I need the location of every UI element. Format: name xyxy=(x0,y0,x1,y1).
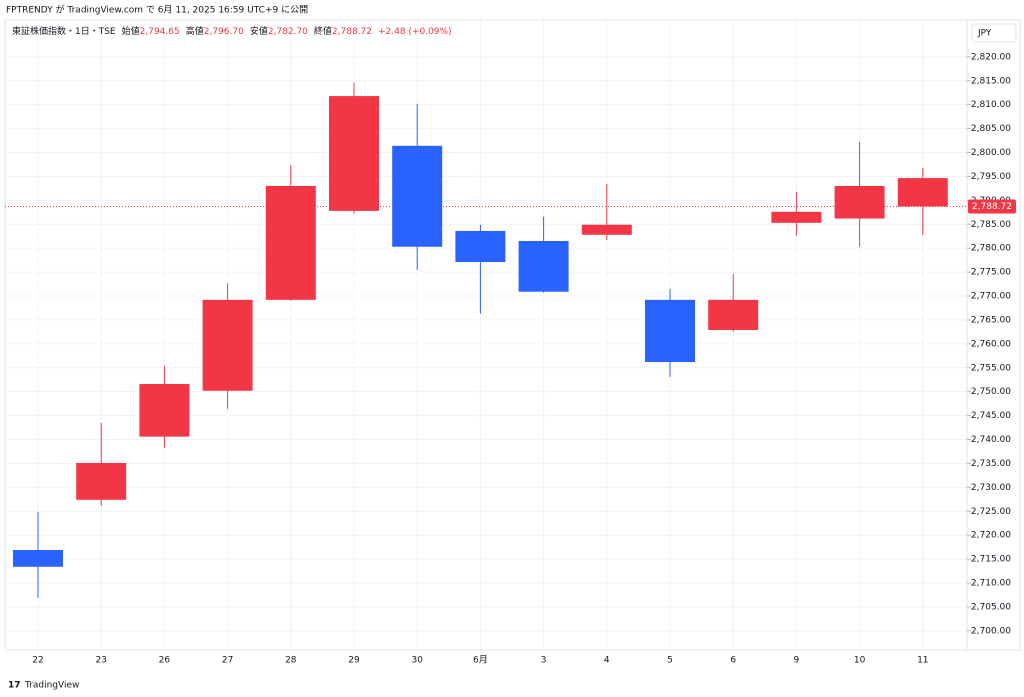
currency-box xyxy=(971,23,1017,43)
symbol: 東証株価指数・1日・TSE xyxy=(12,25,116,37)
y-tick-label: 2,700.00 xyxy=(971,626,1011,636)
logo: 17 xyxy=(8,681,21,691)
y-tick-label: 2,715.00 xyxy=(971,555,1011,565)
y-tick-label: 2,810.00 xyxy=(971,100,1011,110)
candle xyxy=(202,283,253,409)
candle-body xyxy=(455,230,506,263)
x-tick-label: 6月 xyxy=(473,655,488,666)
y-tick-label: 2,720.00 xyxy=(971,531,1011,541)
legend-label: 安値 xyxy=(250,25,268,37)
y-tick-label: 2,740.00 xyxy=(971,435,1011,445)
candle-body xyxy=(76,462,127,500)
legend-label: 高値 xyxy=(186,25,204,37)
candle xyxy=(265,164,316,301)
y-tick-label: 2,795.00 xyxy=(971,172,1011,182)
chart-frame xyxy=(4,19,1021,651)
candle xyxy=(645,288,695,377)
x-tick-label: 10 xyxy=(854,656,866,666)
last-price-label: 2,788.72 xyxy=(972,202,1012,212)
y-tick-label: 2,815.00 xyxy=(971,76,1011,86)
y-tick-label: 2,765.00 xyxy=(971,315,1011,325)
candle-body xyxy=(329,96,379,211)
last-price-tag xyxy=(968,199,1016,214)
candle-body xyxy=(392,145,443,247)
y-tick-label: 2,735.00 xyxy=(971,459,1011,469)
x-tick-label: 9 xyxy=(794,656,800,666)
y-tick-label: 2,820.00 xyxy=(971,52,1011,62)
candle-body xyxy=(13,550,63,567)
x-tick-label: 11 xyxy=(917,656,928,666)
x-tick-label: 5 xyxy=(667,656,673,666)
y-tick-label: 2,775.00 xyxy=(971,268,1011,278)
legend-value: 2,796.70 xyxy=(204,27,244,37)
legend-value: 2,782.70 xyxy=(268,27,308,37)
y-tick-label: 2,770.00 xyxy=(971,292,1011,302)
y-tick-label: 2,805.00 xyxy=(971,124,1011,134)
candle-body xyxy=(708,299,759,330)
x-tick-label: 27 xyxy=(222,656,233,666)
candle xyxy=(834,141,885,247)
y-tick-label: 2,725.00 xyxy=(971,507,1011,517)
x-tick-label: 22 xyxy=(32,656,43,666)
candle xyxy=(708,274,759,332)
candle-body xyxy=(265,185,316,300)
candle xyxy=(329,82,379,214)
candle xyxy=(392,103,443,270)
candle xyxy=(455,224,506,314)
y-tick-label: 2,760.00 xyxy=(971,339,1011,349)
currency: JPY xyxy=(977,29,992,39)
candle xyxy=(771,191,822,236)
x-tick-label: 29 xyxy=(348,656,360,666)
candle-body xyxy=(202,299,253,391)
published-note: FPTRENDY が TradingView.com で 6月 11, 2025… xyxy=(6,4,308,16)
y-tick-label: 2,730.00 xyxy=(971,483,1011,493)
y-tick-label: 2,710.00 xyxy=(971,579,1011,589)
y-tick-label: 2,800.00 xyxy=(971,148,1011,158)
legend-value: 2,788.72 xyxy=(332,27,372,37)
x-tick-label: 30 xyxy=(411,656,423,666)
y-tick-label: 2,780.00 xyxy=(971,244,1011,254)
candle xyxy=(13,511,63,598)
y-tick-label: 2,745.00 xyxy=(971,411,1011,421)
x-tick-label: 4 xyxy=(604,656,610,666)
candle xyxy=(518,216,569,293)
legend-value: 2,794.65 xyxy=(140,27,180,37)
candle-body xyxy=(897,178,948,207)
legend-label: 終値 xyxy=(314,25,332,37)
footer-brand: TradingView xyxy=(24,681,79,691)
legend: 東証株価指数・1日・TSE 始値2,794.65 高値2,796.70 安値2,782… xyxy=(12,25,452,37)
candle xyxy=(581,184,632,241)
x-tick-label: 26 xyxy=(159,656,171,666)
y-tick-label: 2,755.00 xyxy=(971,363,1011,373)
candle-body xyxy=(581,224,632,235)
legend-label: 始値 xyxy=(122,25,140,37)
x-tick-label: 6 xyxy=(730,656,736,666)
candle-body xyxy=(645,299,695,363)
x-tick-label: 28 xyxy=(285,656,297,666)
candle xyxy=(76,422,127,507)
y-tick-label: 2,705.00 xyxy=(971,602,1011,612)
candle-body xyxy=(771,211,822,223)
footer: 17 TradingView xyxy=(8,681,79,691)
legend-change: +2.48 (+0.09%) xyxy=(378,27,452,37)
x-tick-label: 3 xyxy=(541,656,547,666)
candle-body xyxy=(139,384,190,437)
x-tick-label: 23 xyxy=(95,656,106,666)
candle-body xyxy=(834,185,885,219)
candle xyxy=(139,365,190,449)
y-tick-label: 2,785.00 xyxy=(971,220,1011,230)
y-tick-label: 2,750.00 xyxy=(971,387,1011,397)
candle-body xyxy=(518,241,569,292)
candle xyxy=(897,168,948,236)
